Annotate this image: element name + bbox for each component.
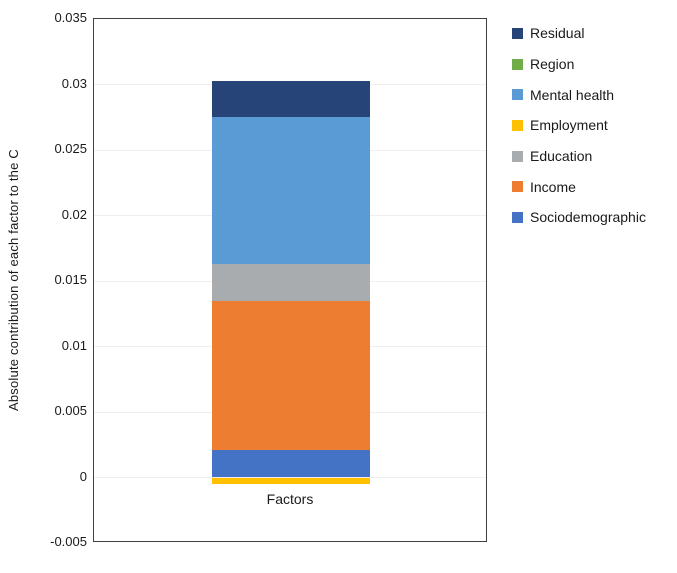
legend-swatch-icon (512, 58, 523, 70)
bar-segment-sociodemographic (212, 449, 370, 478)
bar-segment-residual (212, 80, 370, 118)
legend-label: Sociodemographic (530, 209, 646, 226)
legend-item-region: Region (512, 49, 646, 80)
y-tick-label: 0.025 (54, 141, 87, 156)
legend-label: Education (530, 148, 593, 165)
y-tick-label: 0.01 (61, 337, 87, 353)
bar-segment-employment (212, 477, 370, 485)
legend-item-sociodemographic: Sociodemographic (512, 202, 646, 233)
y-tick-label: 0.005 (54, 403, 87, 418)
bar-segment-mental-health (212, 117, 370, 264)
y-tick-label: 0.015 (54, 272, 87, 287)
legend-label: Residual (530, 25, 585, 42)
legend-swatch-icon (512, 27, 523, 39)
y-tick-label: 0.02 (61, 206, 87, 222)
legend-swatch-icon (512, 89, 523, 101)
y-tick-label: 0 (79, 468, 87, 484)
legend-item-income: Income (512, 171, 646, 202)
legend-label: Income (530, 178, 576, 195)
legend: Residual Region Mental health Employment Edu… (512, 18, 646, 233)
legend-swatch-icon (512, 150, 523, 162)
legend-item-employment: Employment (512, 110, 646, 141)
legend-item-education: Education (512, 141, 646, 172)
legend-swatch-icon (512, 119, 523, 131)
plot-area: Factors (93, 18, 487, 542)
bar-segment-education (212, 263, 370, 301)
y-tick-label: 0.035 (54, 10, 87, 25)
y-tick-label: -0.005 (50, 534, 87, 549)
legend-label: Employment (530, 117, 608, 134)
legend-item-residual: Residual (512, 18, 646, 49)
legend-item-mental-health: Mental health (512, 79, 646, 110)
bar-segment-income (212, 300, 370, 450)
x-axis-category-label: Factors (266, 490, 314, 507)
legend-swatch-icon (512, 181, 523, 193)
legend-swatch-icon (512, 211, 523, 223)
y-tick-label: 0.03 (61, 75, 87, 91)
legend-label: Region (530, 56, 575, 73)
legend-label: Mental health (530, 86, 615, 103)
